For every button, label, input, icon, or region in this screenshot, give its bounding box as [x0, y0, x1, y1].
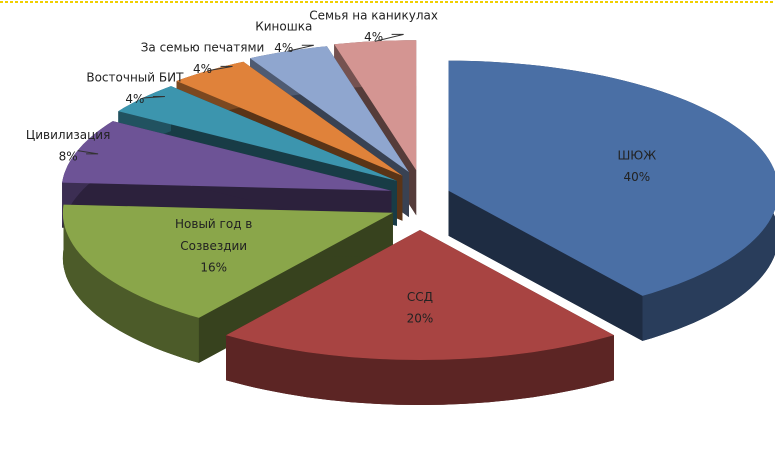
- pie-slice: [62, 204, 393, 318]
- pie-slice: [226, 230, 614, 360]
- slice-group: [226, 230, 614, 405]
- slice-group: [62, 204, 393, 363]
- slice-side: [62, 204, 199, 363]
- slice-label: Семья на каникулах: [309, 8, 438, 22]
- pie-slice: [448, 60, 775, 296]
- slice-side: [226, 335, 614, 405]
- leader-line: [287, 44, 314, 52]
- slice-label: Киношка: [255, 19, 312, 33]
- slice-value-label: 16%: [200, 260, 227, 274]
- leader-line: [142, 96, 165, 99]
- slice-group: [448, 60, 775, 341]
- leader-line: [374, 33, 404, 42]
- pie-slice: [334, 40, 417, 171]
- pie-slice: [118, 86, 397, 181]
- leader-line: [208, 65, 233, 72]
- slice-label: Новый год в Созвездии: [175, 216, 252, 252]
- slice-label: Восточный БИТ: [86, 70, 184, 84]
- slice-label: ССД: [407, 290, 433, 304]
- pie-slice: [176, 61, 403, 176]
- pie-slice: [62, 121, 392, 191]
- slice-label: ШЮЖ: [617, 148, 656, 162]
- slice-value-label: 20%: [407, 312, 434, 326]
- slice-value-label: 4%: [125, 92, 144, 106]
- pie-slice: [250, 46, 409, 173]
- slice-value-label: 4%: [364, 30, 383, 44]
- slice-value-label: 4%: [193, 62, 212, 76]
- slice-label: Цивилизация: [26, 127, 110, 141]
- slice-label: За семью печатями: [141, 40, 265, 54]
- leader-line: [77, 150, 99, 155]
- slice-value-label: 4%: [274, 41, 293, 55]
- slice-value-label: 8%: [59, 149, 78, 163]
- slice-value-label: 40%: [624, 170, 651, 184]
- slice-wall: [448, 190, 643, 341]
